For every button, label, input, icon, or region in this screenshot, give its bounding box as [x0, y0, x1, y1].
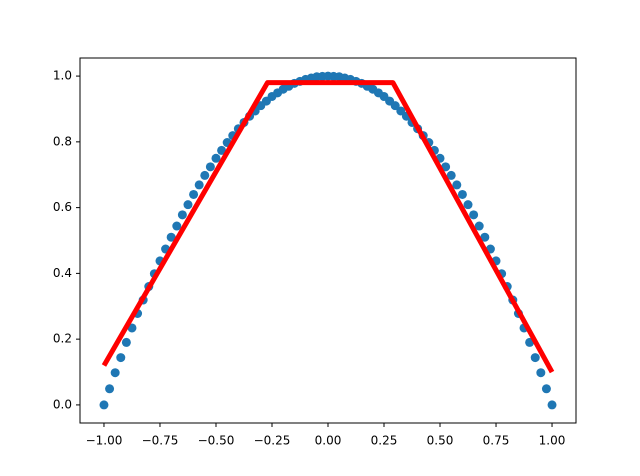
- scatter-point: [99, 400, 109, 410]
- scatter-point: [469, 210, 479, 220]
- scatter-point: [480, 232, 490, 242]
- scatter-point: [177, 210, 187, 220]
- scatter-point: [110, 368, 120, 378]
- scatter-point: [541, 384, 551, 394]
- scatter-point: [200, 170, 210, 180]
- scatter-point: [441, 162, 451, 172]
- scatter-point: [116, 353, 126, 363]
- y-tick-label: 1.0: [53, 69, 72, 83]
- line: [101, 80, 555, 374]
- scatter-point: [396, 106, 406, 116]
- y-tick-label: 0.6: [53, 200, 72, 214]
- scatter-point: [536, 368, 546, 378]
- y-tick-label: 0.0: [53, 397, 72, 411]
- scatter-point: [166, 232, 176, 242]
- scatter-point: [183, 200, 193, 210]
- x-tick-label: −1.00: [86, 434, 123, 448]
- y-tick-label: 0.4: [53, 266, 72, 280]
- x-tick-label: 0.00: [315, 434, 342, 448]
- scatter-point: [457, 189, 467, 199]
- scatter-point: [105, 384, 115, 394]
- y-tick-label: 0.8: [53, 134, 72, 148]
- scatter-point: [452, 180, 462, 190]
- scatter-point: [530, 353, 540, 363]
- plot-area: [99, 71, 557, 410]
- scatter-point: [217, 145, 227, 155]
- x-tick-label: 1.00: [539, 434, 566, 448]
- axes-frame: [79, 57, 577, 424]
- scatter-point: [205, 162, 215, 172]
- scatter-point: [463, 200, 473, 210]
- x-tick-label: −0.75: [142, 434, 179, 448]
- x-tick-label: −0.25: [254, 434, 291, 448]
- scatter-point: [172, 221, 182, 231]
- x-tick-label: 0.50: [427, 434, 454, 448]
- scatter-point: [189, 189, 199, 199]
- scatter-point: [474, 221, 484, 231]
- scatter-point: [446, 170, 456, 180]
- scatter-point: [547, 400, 557, 410]
- y-tick-label: 0.2: [53, 332, 72, 346]
- scatter-point: [121, 337, 131, 347]
- scatter-point: [194, 180, 204, 190]
- x-tick-label: 0.75: [483, 434, 510, 448]
- x-tick-label: −0.50: [198, 434, 235, 448]
- scatter-point: [390, 101, 400, 111]
- scatter-point: [211, 153, 221, 163]
- x-tick-label: 0.25: [371, 434, 398, 448]
